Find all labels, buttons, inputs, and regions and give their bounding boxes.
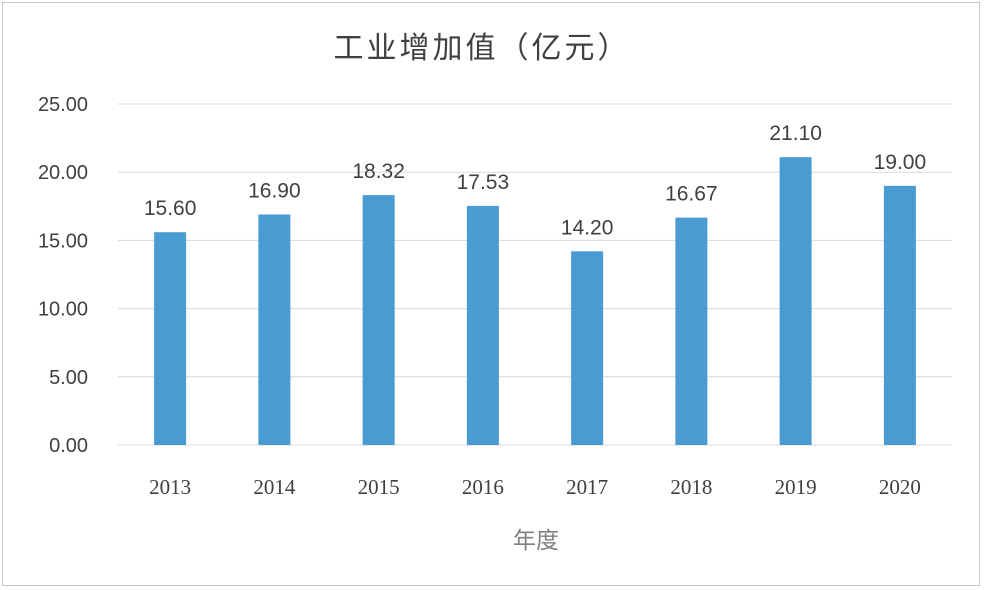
x-tick-label-2018: 2018 <box>670 475 712 499</box>
data-label-2017: 14.20 <box>561 216 614 239</box>
bar-2017 <box>571 251 604 445</box>
y-tick-label: 20.00 <box>38 162 88 184</box>
data-label-2018: 16.67 <box>665 183 718 206</box>
x-tick-label-2015: 2015 <box>358 475 400 499</box>
y-tick-label: 5.00 <box>49 367 88 389</box>
bar-2016 <box>466 205 499 445</box>
y-tick-label: 10.00 <box>38 299 88 321</box>
bar-2014 <box>258 214 291 445</box>
gridlines <box>118 103 952 446</box>
data-label-2020: 19.00 <box>874 151 927 174</box>
bar-2020 <box>883 185 916 445</box>
data-label-2014: 16.90 <box>248 179 301 202</box>
x-tick-label-2013: 2013 <box>149 475 191 499</box>
bar-2015 <box>362 195 395 445</box>
data-label-2013: 15.60 <box>144 197 197 220</box>
data-label-2015: 18.32 <box>352 160 405 183</box>
bar-2013 <box>154 232 187 445</box>
bar-2019 <box>779 157 812 446</box>
x-axis-category-labels: 2013 2014 2015 2016 2017 2018 2019 2020 <box>149 475 921 499</box>
bars <box>154 157 916 446</box>
bar-2018 <box>675 217 708 445</box>
y-tick-label: 25.00 <box>38 94 88 116</box>
data-label-2019: 21.10 <box>769 122 822 145</box>
y-tick-label: 15.00 <box>38 230 88 252</box>
x-tick-label-2014: 2014 <box>253 475 296 499</box>
x-tick-label-2016: 2016 <box>462 475 504 499</box>
x-tick-label-2020: 2020 <box>879 475 921 499</box>
data-label-2016: 17.53 <box>457 171 510 194</box>
data-labels: 15.60 16.90 18.32 17.53 14.20 16.67 21.10 19.00 <box>144 122 926 239</box>
x-tick-label-2017: 2017 <box>566 475 608 499</box>
x-axis-label: 年度 <box>513 528 559 554</box>
x-tick-label-2019: 2019 <box>775 475 817 499</box>
y-axis-tick-labels: 0.00 5.00 10.00 15.00 20.00 25.00 <box>38 94 88 457</box>
y-tick-label: 0.00 <box>49 435 88 457</box>
chart-title: 工业增加值（亿元） <box>334 31 631 66</box>
